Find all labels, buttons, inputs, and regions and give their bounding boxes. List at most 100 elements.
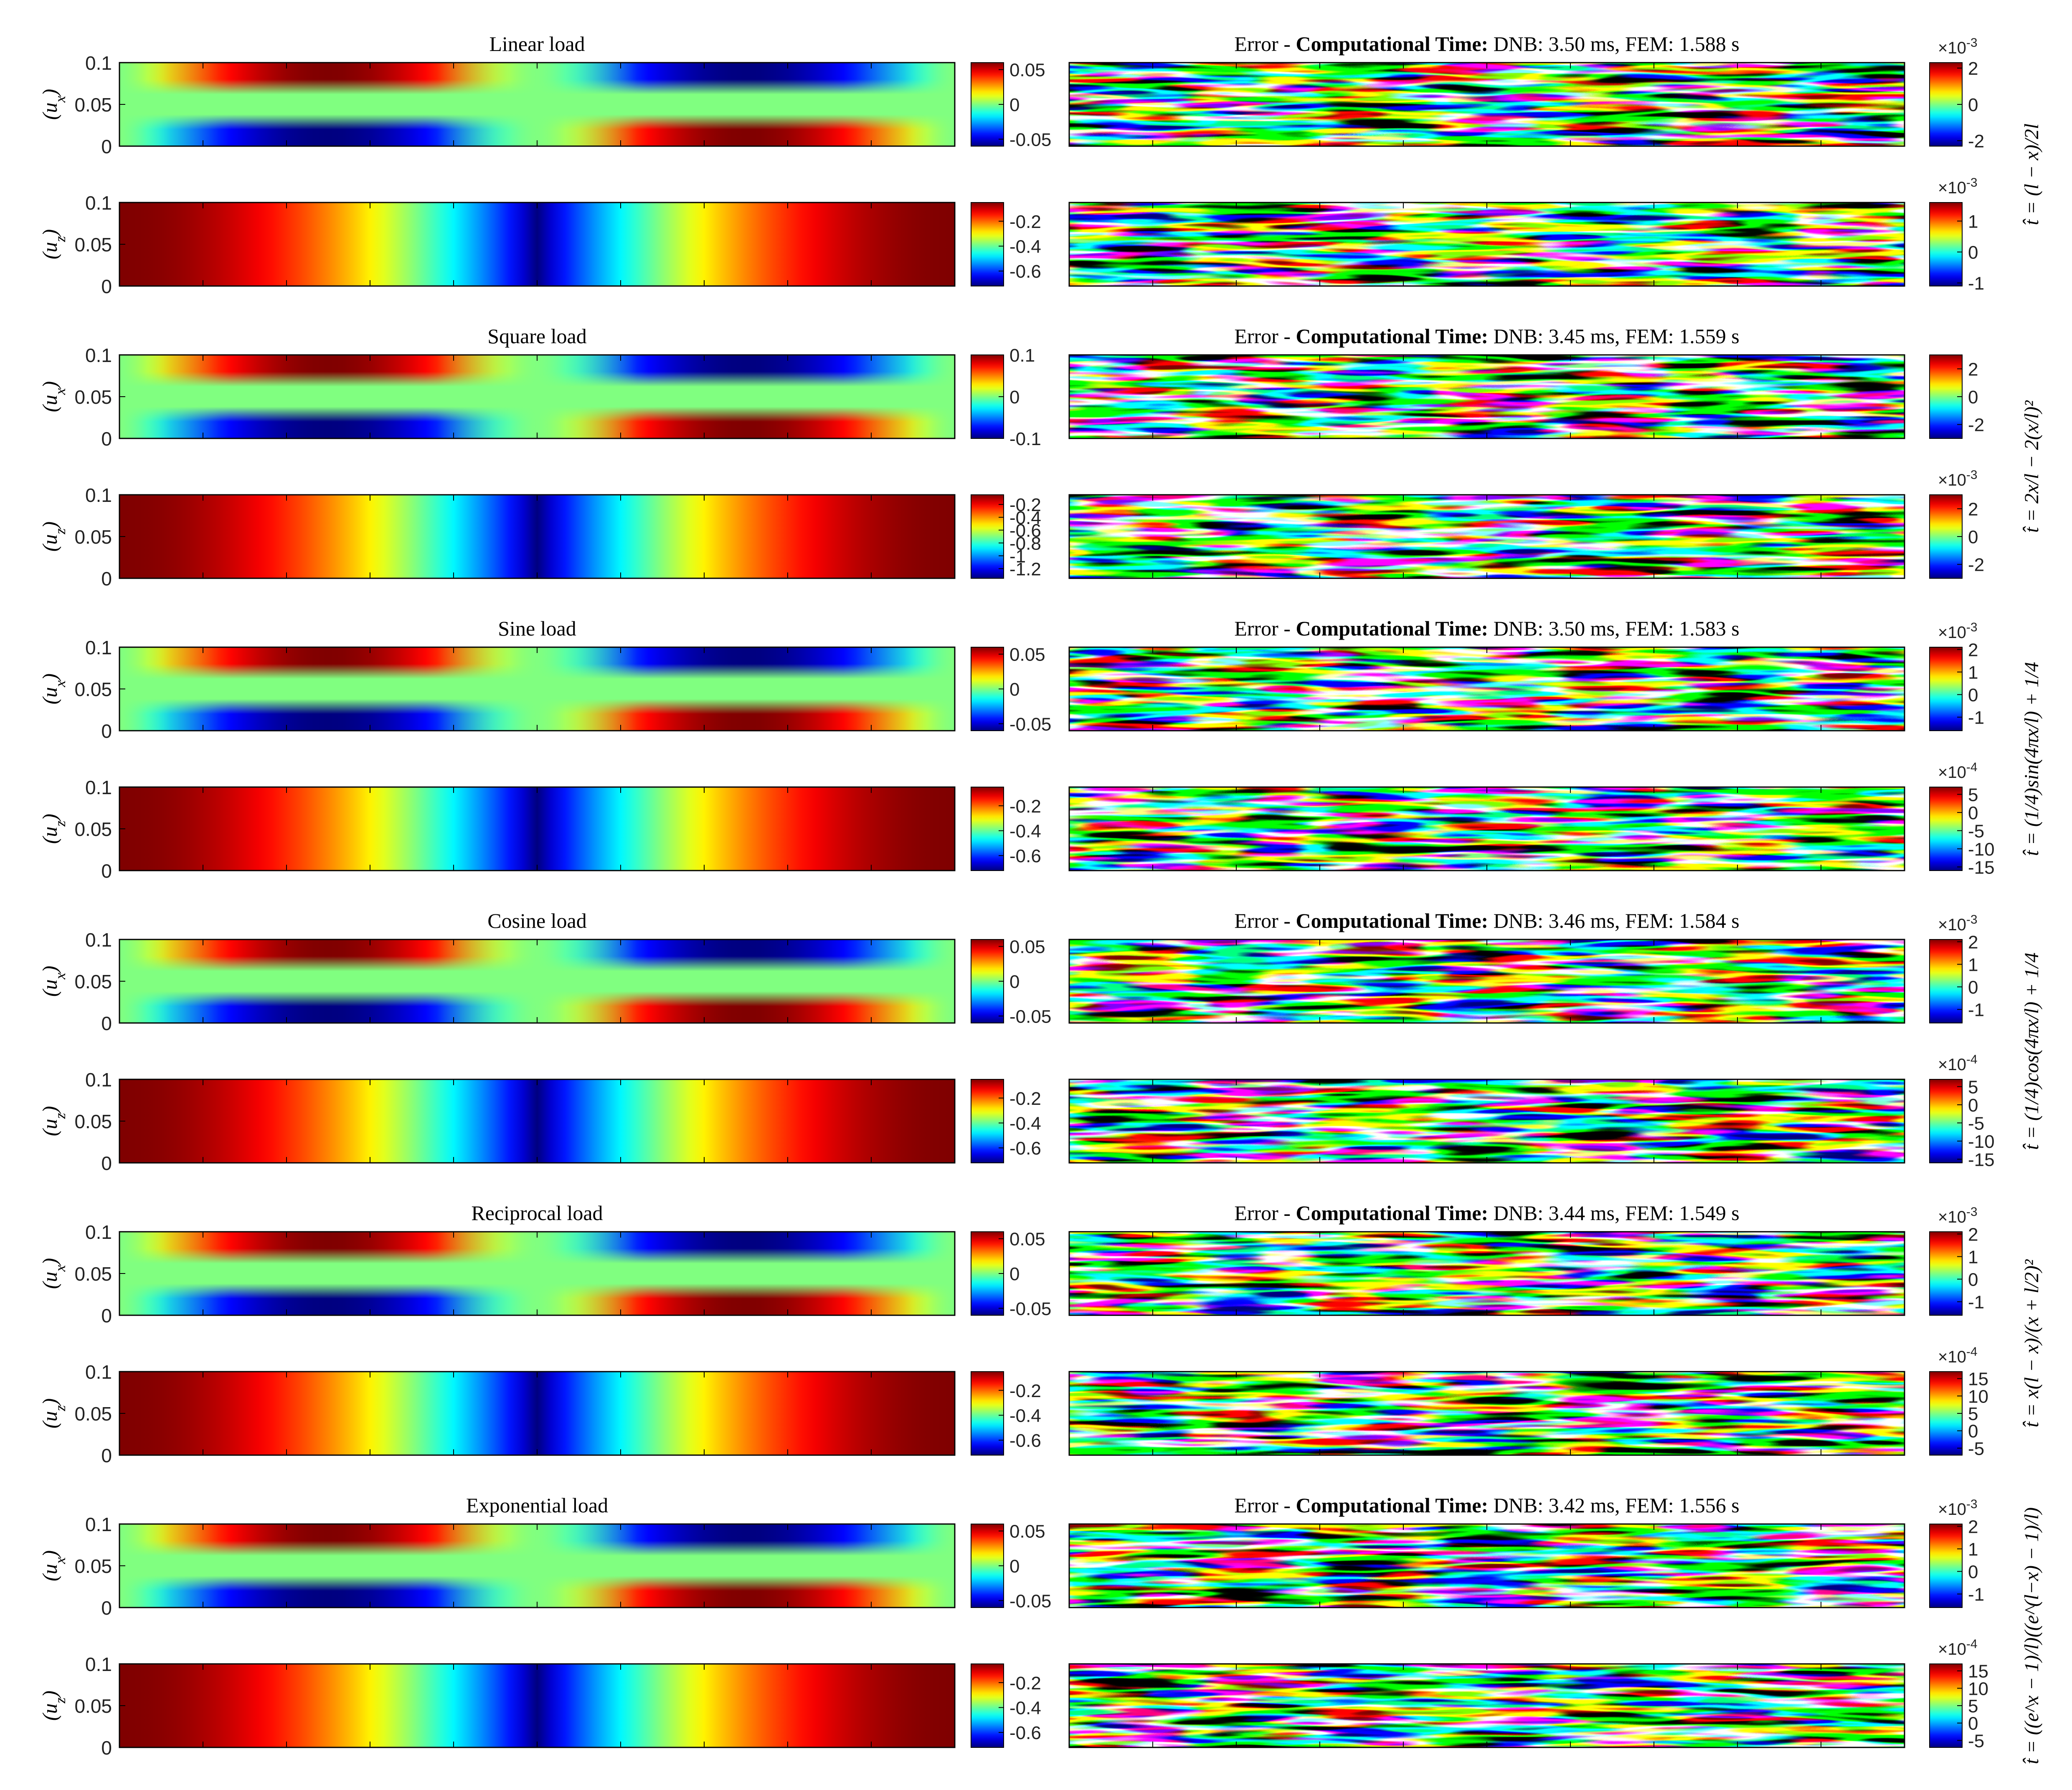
row-1-uz-heatmap: [119, 495, 955, 578]
row-5-ux-err-colorbar: [1929, 1524, 1963, 1608]
row-1-ux-y-tick-label: 0.1: [85, 344, 112, 366]
row-2-uz-err-cb-tick-label: 0: [1968, 803, 1978, 823]
row-0-uz-err-cb-tick-label: 1: [1968, 211, 1978, 232]
row-4-ux-ylabel: (ux): [38, 1258, 68, 1289]
row-0-uz-cb-tick-label: -0.2: [1009, 212, 1041, 232]
row-1-uz-err-cb-tick-label: 0: [1968, 527, 1978, 547]
row-1-title: Square load: [487, 324, 586, 348]
row-4-ux-cb-tick-label: 0: [1009, 1264, 1020, 1284]
row-2-uz-err-cb-tick-label: 5: [1968, 785, 1978, 805]
row-4-uz-err-cb-tick-label: 5: [1968, 1404, 1978, 1424]
row-4-ux-cb-tick-label: 0.05: [1009, 1229, 1045, 1250]
row-4: Reciprocal load Error - Computational Tim…: [38, 1201, 2043, 1466]
row-4-uz-y-tick-label: 0.05: [74, 1403, 112, 1425]
row-4-uz-cb-tick-label: -0.2: [1009, 1381, 1041, 1401]
row-4-ux-heatmap: [119, 1232, 955, 1315]
row-2-uz-cb-tick-label: -0.4: [1009, 821, 1041, 841]
row-0-uz-cb-tick-label: -0.6: [1009, 261, 1041, 282]
row-5-uz-err-heatmap: [1069, 1664, 1905, 1747]
row-5-uz-colorbar: [971, 1663, 1004, 1748]
row-3-ux-y-tick-label: 0.05: [74, 971, 112, 992]
row-4-uz-err-cb-tick-label: 10: [1968, 1386, 1988, 1407]
row-5-error-title: Error - Computational Time: DNB: 3.42 ms…: [1234, 1494, 1739, 1517]
row-2-ux-ylabel: (ux): [38, 673, 68, 704]
row-3-title: Cosine load: [487, 909, 586, 932]
row-3-ux-colorbar: [971, 939, 1004, 1023]
row-2-uz-cb-tick-label: -0.6: [1009, 846, 1041, 866]
row-3-uz-err-cb-tick-label: -15: [1968, 1149, 1995, 1170]
row-3-uz-y-tick-label: 0: [101, 1152, 112, 1174]
row-5-ux-y-tick-label: 0: [101, 1597, 112, 1619]
row-2-uz-err-heatmap: [1069, 787, 1905, 871]
row-2-ux-err-cb-tick-label: 0: [1968, 685, 1978, 706]
row-4-ux-err-cb-tick-label: 1: [1968, 1247, 1978, 1267]
row-3-ux-cb-tick-label: 0: [1009, 972, 1020, 992]
row-4-ux-cb-tick-label: -0.05: [1009, 1299, 1051, 1319]
row-3-ux-y-tick-label: 0.1: [85, 929, 112, 951]
row-2-ux-err-cb-exponent: ×10-3: [1938, 620, 1978, 642]
row-1-uz-err-cb-tick-label: -2: [1968, 555, 1984, 575]
row-2-uz-err-cb-exponent: ×10-4: [1938, 760, 1978, 782]
row-5-ux-err-cb-tick-label: 0: [1968, 1562, 1978, 1582]
row-2-ux-colorbar: [971, 647, 1004, 731]
row-5-uz-ylabel: (uz): [38, 1691, 68, 1721]
row-0-ux-y-tick-label: 0: [101, 136, 112, 157]
row-4-uz-y-tick-label: 0.1: [85, 1361, 112, 1383]
row-2-ux-y-tick-label: 0.05: [74, 679, 112, 700]
row-4-uz-err-heatmap: [1069, 1372, 1905, 1455]
row-1-ux-cb-tick-label: 0.1: [1009, 345, 1035, 366]
row-3-uz-err-cb-tick-label: -10: [1968, 1132, 1995, 1152]
row-4-error-title: Error - Computational Time: DNB: 3.44 ms…: [1234, 1201, 1739, 1225]
row-5-ux-cb-tick-label: 0: [1009, 1556, 1020, 1577]
row-2-uz-cb-tick-label: -0.2: [1009, 796, 1041, 817]
row-5-ux-colorbar: [971, 1524, 1004, 1608]
row-3-uz-err-cb-exponent: ×10-4: [1938, 1053, 1978, 1074]
row-1-uz-cb-tick-label: -0.6: [1009, 521, 1041, 541]
row-1-ux-err-cb-tick-label: -2: [1968, 415, 1984, 435]
row-5-ux-y-tick-label: 0.1: [85, 1514, 112, 1535]
row-1-error-title: Error - Computational Time: DNB: 3.45 ms…: [1234, 324, 1739, 348]
row-5-ux-err-cb-tick-label: 2: [1968, 1517, 1978, 1537]
row-3-uz-err-colorbar: [1929, 1079, 1963, 1163]
row-3-uz-y-tick-label: 0.05: [74, 1111, 112, 1132]
row-5-ux-cb-tick-label: -0.05: [1009, 1591, 1051, 1611]
row-1-ux-y-tick-label: 0: [101, 428, 112, 450]
row-1-ux-cb-tick-label: 0: [1009, 387, 1020, 408]
row-0-ux-err-heatmap: [1069, 63, 1905, 146]
row-5-ux-err-heatmap: [1069, 1524, 1905, 1608]
row-5-ux-err-cb-tick-label: 1: [1968, 1539, 1978, 1560]
row-1-uz-y-tick-label: 0: [101, 568, 112, 590]
row-2: Sine load Error - Computational Time: DNB…: [38, 617, 2043, 882]
row-5-ux-err-cb-tick-label: -1: [1968, 1585, 1984, 1605]
row-4-ux-y-tick-label: 0: [101, 1305, 112, 1327]
row-0-ux-cb-tick-label: 0.05: [1009, 60, 1045, 81]
row-4-uz-y-tick-label: 0: [101, 1445, 112, 1466]
row-1-uz-y-tick-label: 0.1: [85, 484, 112, 506]
row-1-load-formula: t̂ = 2x/l − 2(x/l)²: [2021, 400, 2043, 533]
row-1: Square load Error - Computational Time: D…: [38, 324, 2043, 590]
row-5-uz-err-cb-tick-label: 5: [1968, 1696, 1978, 1717]
row-3-ux-cb-tick-label: 0.05: [1009, 937, 1045, 957]
row-2-load-formula: t̂ = (1/4)sin(4πx/l) + 1/4: [2021, 662, 2043, 856]
row-2-ux-heatmap: [119, 647, 955, 731]
row-3-ux-heatmap: [119, 939, 955, 1023]
row-2-uz-err-cb-tick-label: -10: [1968, 839, 1995, 860]
row-3-uz-cb-tick-label: -0.6: [1009, 1138, 1041, 1159]
row-5: Exponential load Error - Computational Ti…: [38, 1494, 2043, 1764]
row-0-error-title: Error - Computational Time: DNB: 3.50 ms…: [1234, 32, 1739, 56]
row-2-ux-y-tick-label: 0: [101, 720, 112, 742]
row-4-ux-err-cb-exponent: ×10-3: [1938, 1205, 1978, 1227]
row-5-load-formula: t̂ = ((e^x − 1)/l)((e^(l−x) − 1)/l): [2021, 1507, 2043, 1764]
row-3-ux-err-cb-tick-label: 2: [1968, 932, 1978, 952]
row-4-ux-err-colorbar: [1929, 1231, 1963, 1316]
row-1-uz-cb-tick-label: -0.8: [1009, 533, 1041, 554]
row-0-ux-y-tick-label: 0.1: [85, 52, 112, 74]
row-3-error-title: Error - Computational Time: DNB: 3.46 ms…: [1234, 909, 1739, 932]
row-3-uz-heatmap: [119, 1079, 955, 1163]
row-3-ux-err-cb-tick-label: 0: [1968, 977, 1978, 998]
row-1-uz-cb-tick-label: -1: [1009, 546, 1026, 567]
row-0-ux-err-cb-exponent: ×10-3: [1938, 36, 1978, 58]
row-1-uz-err-cb-exponent: ×10-3: [1938, 468, 1978, 490]
row-0: Linear load Error - Computational Time: D…: [38, 32, 2043, 297]
row-4-uz-err-cb-exponent: ×10-4: [1938, 1345, 1978, 1367]
